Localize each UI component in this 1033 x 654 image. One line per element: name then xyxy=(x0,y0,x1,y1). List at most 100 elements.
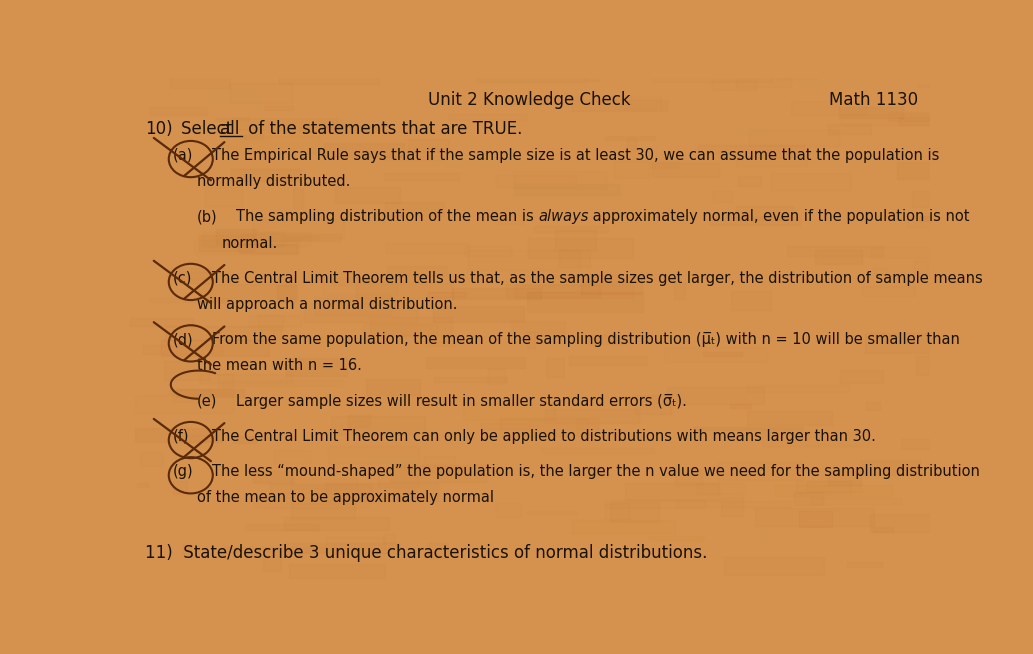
Bar xyxy=(426,341,455,345)
Bar xyxy=(130,318,193,326)
Bar xyxy=(582,282,641,294)
Bar xyxy=(428,292,466,298)
Bar xyxy=(754,346,826,351)
Bar xyxy=(897,162,971,179)
Bar xyxy=(799,67,869,84)
Bar xyxy=(366,379,419,395)
Bar xyxy=(248,315,302,326)
Bar xyxy=(555,230,596,250)
Text: the mean with n = 16.: the mean with n = 16. xyxy=(197,358,362,373)
Text: (b): (b) xyxy=(197,209,218,224)
Bar xyxy=(144,345,222,354)
Bar xyxy=(572,99,667,111)
Bar xyxy=(615,161,649,179)
Bar xyxy=(772,173,851,190)
Bar xyxy=(924,560,933,580)
Bar xyxy=(886,371,998,385)
Bar xyxy=(907,216,969,227)
Bar xyxy=(239,243,298,253)
Bar xyxy=(260,232,310,245)
Bar xyxy=(457,268,569,279)
Bar xyxy=(545,358,564,377)
Bar xyxy=(300,126,379,131)
Bar xyxy=(168,390,236,394)
Bar xyxy=(304,303,417,322)
Bar xyxy=(294,90,316,108)
Bar xyxy=(176,389,244,398)
Bar xyxy=(821,100,868,104)
Bar xyxy=(873,527,894,532)
Bar xyxy=(369,455,413,460)
Bar xyxy=(859,460,920,475)
Bar xyxy=(912,191,1006,207)
Bar xyxy=(349,131,378,135)
Bar xyxy=(226,283,312,286)
Bar xyxy=(384,173,460,180)
Bar xyxy=(665,347,766,362)
Bar xyxy=(381,294,465,298)
Bar xyxy=(253,471,293,483)
Bar xyxy=(807,481,862,492)
Bar xyxy=(523,275,635,280)
Text: 10): 10) xyxy=(145,120,173,138)
Bar xyxy=(886,379,980,392)
Bar xyxy=(573,474,609,477)
Bar xyxy=(136,483,148,487)
Text: will approach a normal distribution.: will approach a normal distribution. xyxy=(197,297,458,312)
Bar xyxy=(747,411,833,426)
Bar xyxy=(286,358,347,375)
Bar xyxy=(290,504,355,519)
Text: all: all xyxy=(220,120,239,138)
Bar xyxy=(757,556,778,573)
Bar xyxy=(158,365,219,371)
Bar xyxy=(828,124,871,134)
Bar xyxy=(791,101,866,115)
Bar xyxy=(474,244,587,263)
Bar xyxy=(169,268,211,283)
Bar xyxy=(261,437,287,455)
Bar xyxy=(202,232,284,246)
Bar xyxy=(389,109,457,124)
Bar xyxy=(315,297,392,315)
Bar xyxy=(652,164,719,177)
Text: 11)  State/describe 3 unique characteristics of normal distributions.: 11) State/describe 3 unique characterist… xyxy=(145,544,708,562)
Bar xyxy=(527,292,643,312)
Bar xyxy=(253,218,344,238)
Bar xyxy=(721,497,743,516)
Bar xyxy=(465,247,511,256)
Bar xyxy=(275,450,310,463)
Bar xyxy=(727,127,765,131)
Text: (c): (c) xyxy=(174,271,192,286)
Bar xyxy=(714,192,732,202)
Bar xyxy=(258,315,283,330)
Bar xyxy=(749,129,840,146)
Bar xyxy=(149,298,228,302)
Bar xyxy=(386,404,436,408)
Bar xyxy=(788,307,888,311)
Bar xyxy=(356,283,452,300)
Bar xyxy=(870,514,972,532)
Bar xyxy=(847,562,882,568)
Bar xyxy=(278,285,296,299)
Bar xyxy=(465,77,539,95)
Bar xyxy=(386,243,469,253)
Bar xyxy=(888,112,950,120)
Bar xyxy=(279,69,379,84)
Text: The sampling distribution of the mean is: The sampling distribution of the mean is xyxy=(236,209,538,224)
Bar xyxy=(144,264,178,282)
Bar xyxy=(229,83,291,103)
Bar xyxy=(325,483,438,501)
Bar xyxy=(640,574,760,581)
Bar xyxy=(237,432,279,442)
Bar xyxy=(735,156,807,166)
Text: Larger sample sizes will result in smaller standard errors (σ̅ₜ).: Larger sample sizes will result in small… xyxy=(236,394,687,409)
Bar xyxy=(737,75,791,87)
Bar xyxy=(336,188,400,203)
Bar xyxy=(371,381,426,384)
Bar xyxy=(676,501,791,507)
Bar xyxy=(703,352,742,356)
Bar xyxy=(544,409,639,423)
Bar xyxy=(199,235,254,250)
Bar xyxy=(795,169,847,177)
Bar xyxy=(137,472,205,477)
